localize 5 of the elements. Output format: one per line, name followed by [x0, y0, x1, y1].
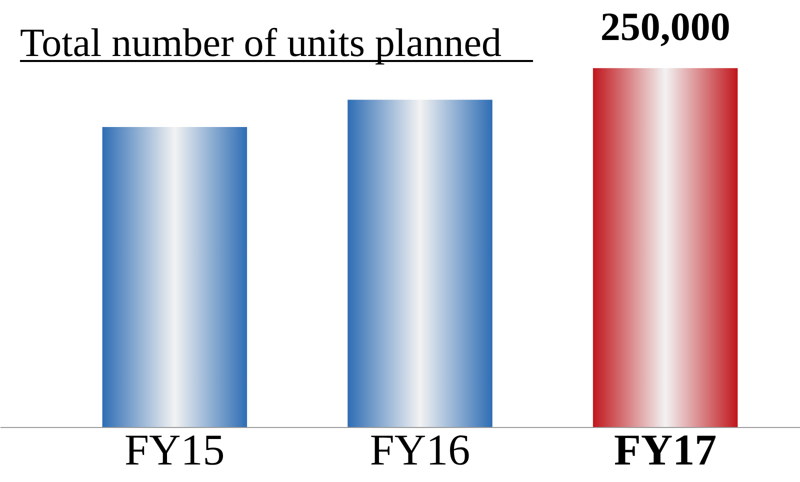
chart-title: Total number of units planned [20, 20, 502, 65]
data-label: 250,000 [600, 4, 730, 50]
x-tick-label: FY17 [614, 426, 717, 474]
x-tick-label: FY15 [124, 426, 225, 474]
x-tick-label: FY16 [370, 426, 470, 474]
